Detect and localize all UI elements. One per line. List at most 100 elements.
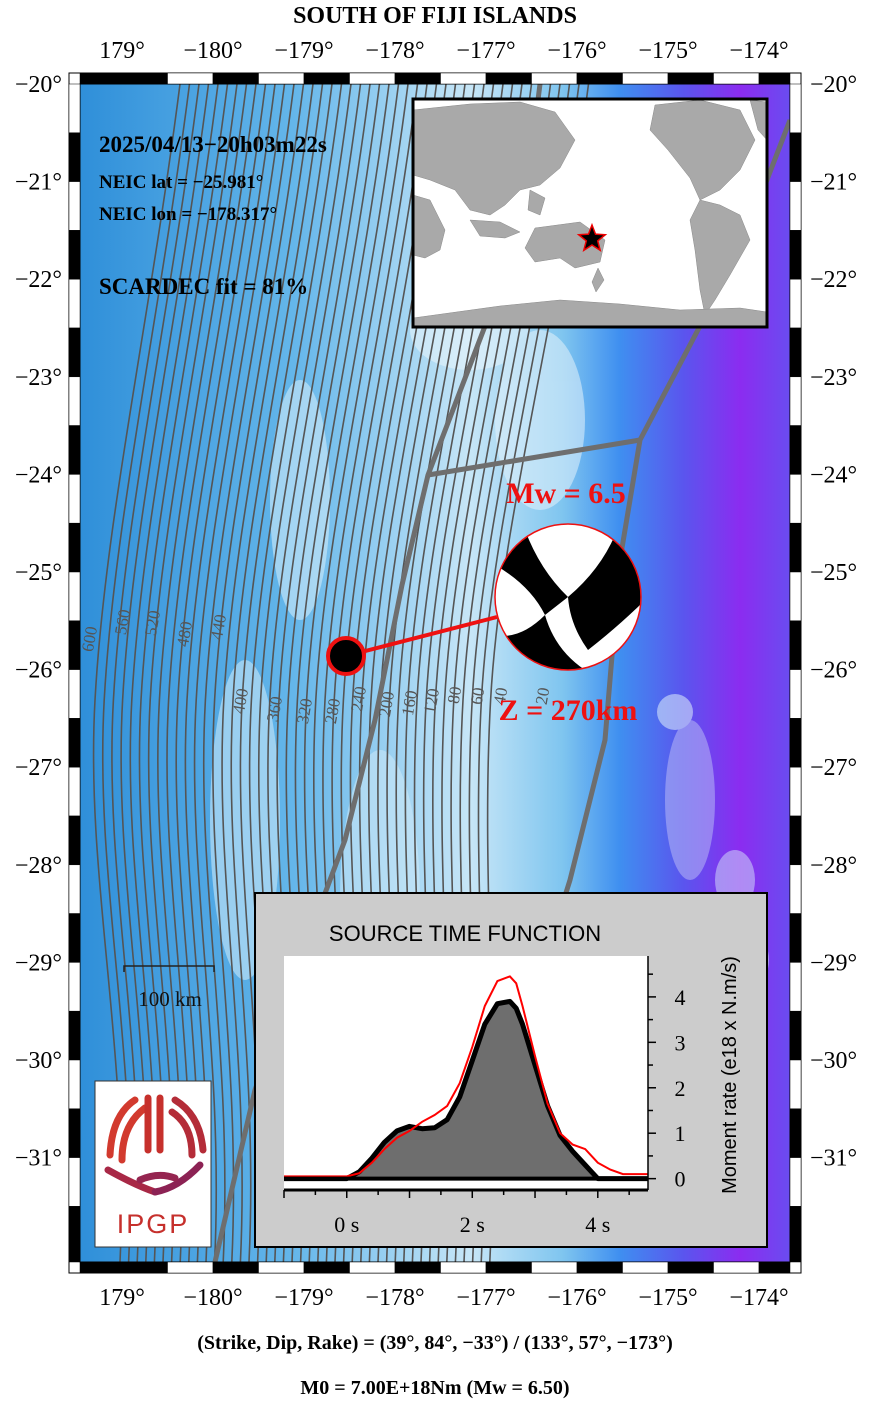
slab-contour-label: 440 — [207, 613, 230, 641]
lat-tick-label-left: −26° — [15, 658, 62, 684]
stf-ylabel: Moment rate (e18 x N.m/s) — [719, 956, 741, 1194]
slab-contour-line — [221, 84, 314, 1262]
map-title: SOUTH OF FIJI ISLANDS — [293, 3, 577, 29]
stf-y-tick-label: 1 — [675, 1121, 686, 1146]
map-frame-checker — [68, 72, 802, 1274]
depth-label: Z = 270km — [499, 694, 638, 727]
slab-contour-label: 160 — [398, 689, 421, 717]
scale-bar-label: 100 km — [138, 987, 202, 1011]
slab-contour-line — [202, 84, 295, 1262]
lon-tick-label-top: −175° — [638, 38, 697, 64]
lat-tick-label-left: −25° — [15, 560, 62, 586]
ipgp-logo-text: IPGP — [117, 1209, 190, 1239]
lat-tick-label-left: −24° — [15, 462, 62, 488]
lat-tick-label-left: −22° — [15, 267, 62, 293]
stf-scardec-line — [284, 998, 648, 1182]
ipgp-logo: IPGP — [94, 1080, 212, 1248]
lat-tick-label-right: −31° — [810, 1146, 857, 1172]
lat-tick-label-left: −30° — [15, 1048, 62, 1074]
lat-tick-label-right: −29° — [810, 950, 857, 976]
lon-tick-label-top: −176° — [547, 38, 606, 64]
stf-plot: 0 s 2 s 4 s 0 1 2 3 4 — [283, 956, 686, 1237]
slab-contour-label: 280 — [321, 697, 344, 725]
lat-tick-label-left: −21° — [15, 170, 62, 196]
lon-tick-label-bottom: −178° — [365, 1285, 424, 1311]
slab-contour-label: 120 — [420, 687, 443, 715]
lat-tick-label-left: −28° — [15, 853, 62, 879]
slab-contour-line — [101, 84, 191, 1262]
slab-contour-line — [193, 84, 286, 1262]
epicenter-connector-line — [345, 615, 498, 658]
stf-y-tick-label: 0 — [675, 1167, 686, 1192]
neic-longitude: NEIC lon = −178.317° — [99, 204, 277, 225]
stf-y-tick-label: 3 — [675, 1030, 686, 1055]
stf-x-tick-label: 0 s — [334, 1212, 359, 1237]
lat-tick-label-left: −29° — [15, 950, 62, 976]
lon-tick-label-bottom: −175° — [638, 1285, 697, 1311]
stf-reference-line — [284, 975, 648, 1178]
slab-contour-label: 360 — [263, 695, 286, 723]
lon-tick-label-top: −179° — [274, 38, 333, 64]
lon-tick-label-bottom: 179° — [99, 1285, 145, 1311]
lon-tick-label-bottom: −174° — [729, 1285, 788, 1311]
slab-contour-line — [166, 84, 257, 1262]
slab-contour-line — [175, 84, 267, 1262]
lon-tick-label-bottom: −177° — [456, 1285, 515, 1311]
slab-contour-line — [92, 84, 181, 1262]
lat-tick-label-left: −20° — [15, 72, 62, 98]
lon-tick-label-bottom: −179° — [274, 1285, 333, 1311]
lon-tick-label-top: 179° — [99, 38, 145, 64]
slab-contour-line — [138, 84, 229, 1262]
lon-tick-label-top: −174° — [729, 38, 788, 64]
slab-contour-line — [230, 84, 324, 1262]
lat-tick-label-right: −24° — [810, 462, 857, 488]
slab-contour-line — [129, 84, 219, 1262]
world-inset-map[interactable] — [411, 97, 769, 329]
slab-contour-label: 520 — [141, 609, 164, 637]
stf-x-tick-label: 2 s — [460, 1212, 485, 1237]
lon-tick-label-bottom: −176° — [547, 1285, 606, 1311]
event-datetime: 2025/04/13−20h03m22s — [99, 132, 327, 157]
stf-y-tick-label: 4 — [675, 985, 686, 1010]
inset-land — [413, 99, 767, 327]
slab-contour-label: 480 — [173, 620, 196, 648]
stf-y-tick-label: 2 — [675, 1076, 686, 1101]
slab-contour-label: 240 — [347, 685, 370, 713]
lat-tick-label-right: −28° — [810, 853, 857, 879]
slab-contour-line — [111, 84, 200, 1262]
lon-tick-label-top: −177° — [456, 38, 515, 64]
slab-contour-label: 60 — [467, 686, 489, 706]
lat-tick-label-right: −26° — [810, 658, 857, 684]
lon-tick-label-top: −178° — [365, 38, 424, 64]
slab-contour-line — [212, 84, 305, 1262]
slab-contour-line — [120, 84, 210, 1262]
slab-contour-label: 80 — [444, 685, 466, 705]
slab-contour-line — [184, 84, 276, 1262]
neic-latitude: NEIC lat = −25.981° — [99, 172, 263, 193]
slab-contour-line — [147, 84, 238, 1262]
lat-tick-label-right: −20° — [810, 72, 857, 98]
epicenter-marker[interactable] — [326, 636, 366, 676]
map-axis-labels: 179° 179° −180° −180° −179° −179° −178° −178° −1… — [15, 38, 857, 1311]
stf-title: SOURCE TIME FUNCTION — [329, 921, 601, 946]
inset-frame — [411, 97, 769, 329]
lat-tick-label-right: −21° — [810, 170, 857, 196]
lat-tick-label-right: −23° — [810, 365, 857, 391]
slab-contour-label: 400 — [229, 687, 252, 715]
slab-contour-label: 20 — [532, 686, 554, 706]
inset-epicenter-star-icon — [576, 222, 608, 252]
stf-x-tick-label: 4 s — [585, 1212, 610, 1237]
lat-tick-label-right: −25° — [810, 560, 857, 586]
event-info: 2025/04/13−20h03m22s NEIC lat = −25.981°… — [99, 132, 327, 299]
slab-contour-label: 40 — [490, 686, 512, 706]
lat-tick-label-left: −23° — [15, 365, 62, 391]
slab-contour-label: 600 — [78, 625, 101, 653]
lon-tick-label-bottom: −180° — [183, 1285, 242, 1311]
magnitude-label: Mw = 6.5 — [506, 477, 626, 510]
lat-tick-label-right: −30° — [810, 1048, 857, 1074]
strike-dip-rake: (Strike, Dip, Rake) = (39°, 84°, −33°) /… — [197, 1332, 672, 1354]
seismic-moment: M0 = 7.00E+18Nm (Mw = 6.50) — [300, 1377, 569, 1399]
source-time-function-panel[interactable]: SOURCE TIME FUNCTION 0 s 2 s 4 s 0 1 2 3 4 Mome… — [254, 892, 768, 1248]
scardec-fit: SCARDEC fit = 81% — [99, 274, 308, 299]
